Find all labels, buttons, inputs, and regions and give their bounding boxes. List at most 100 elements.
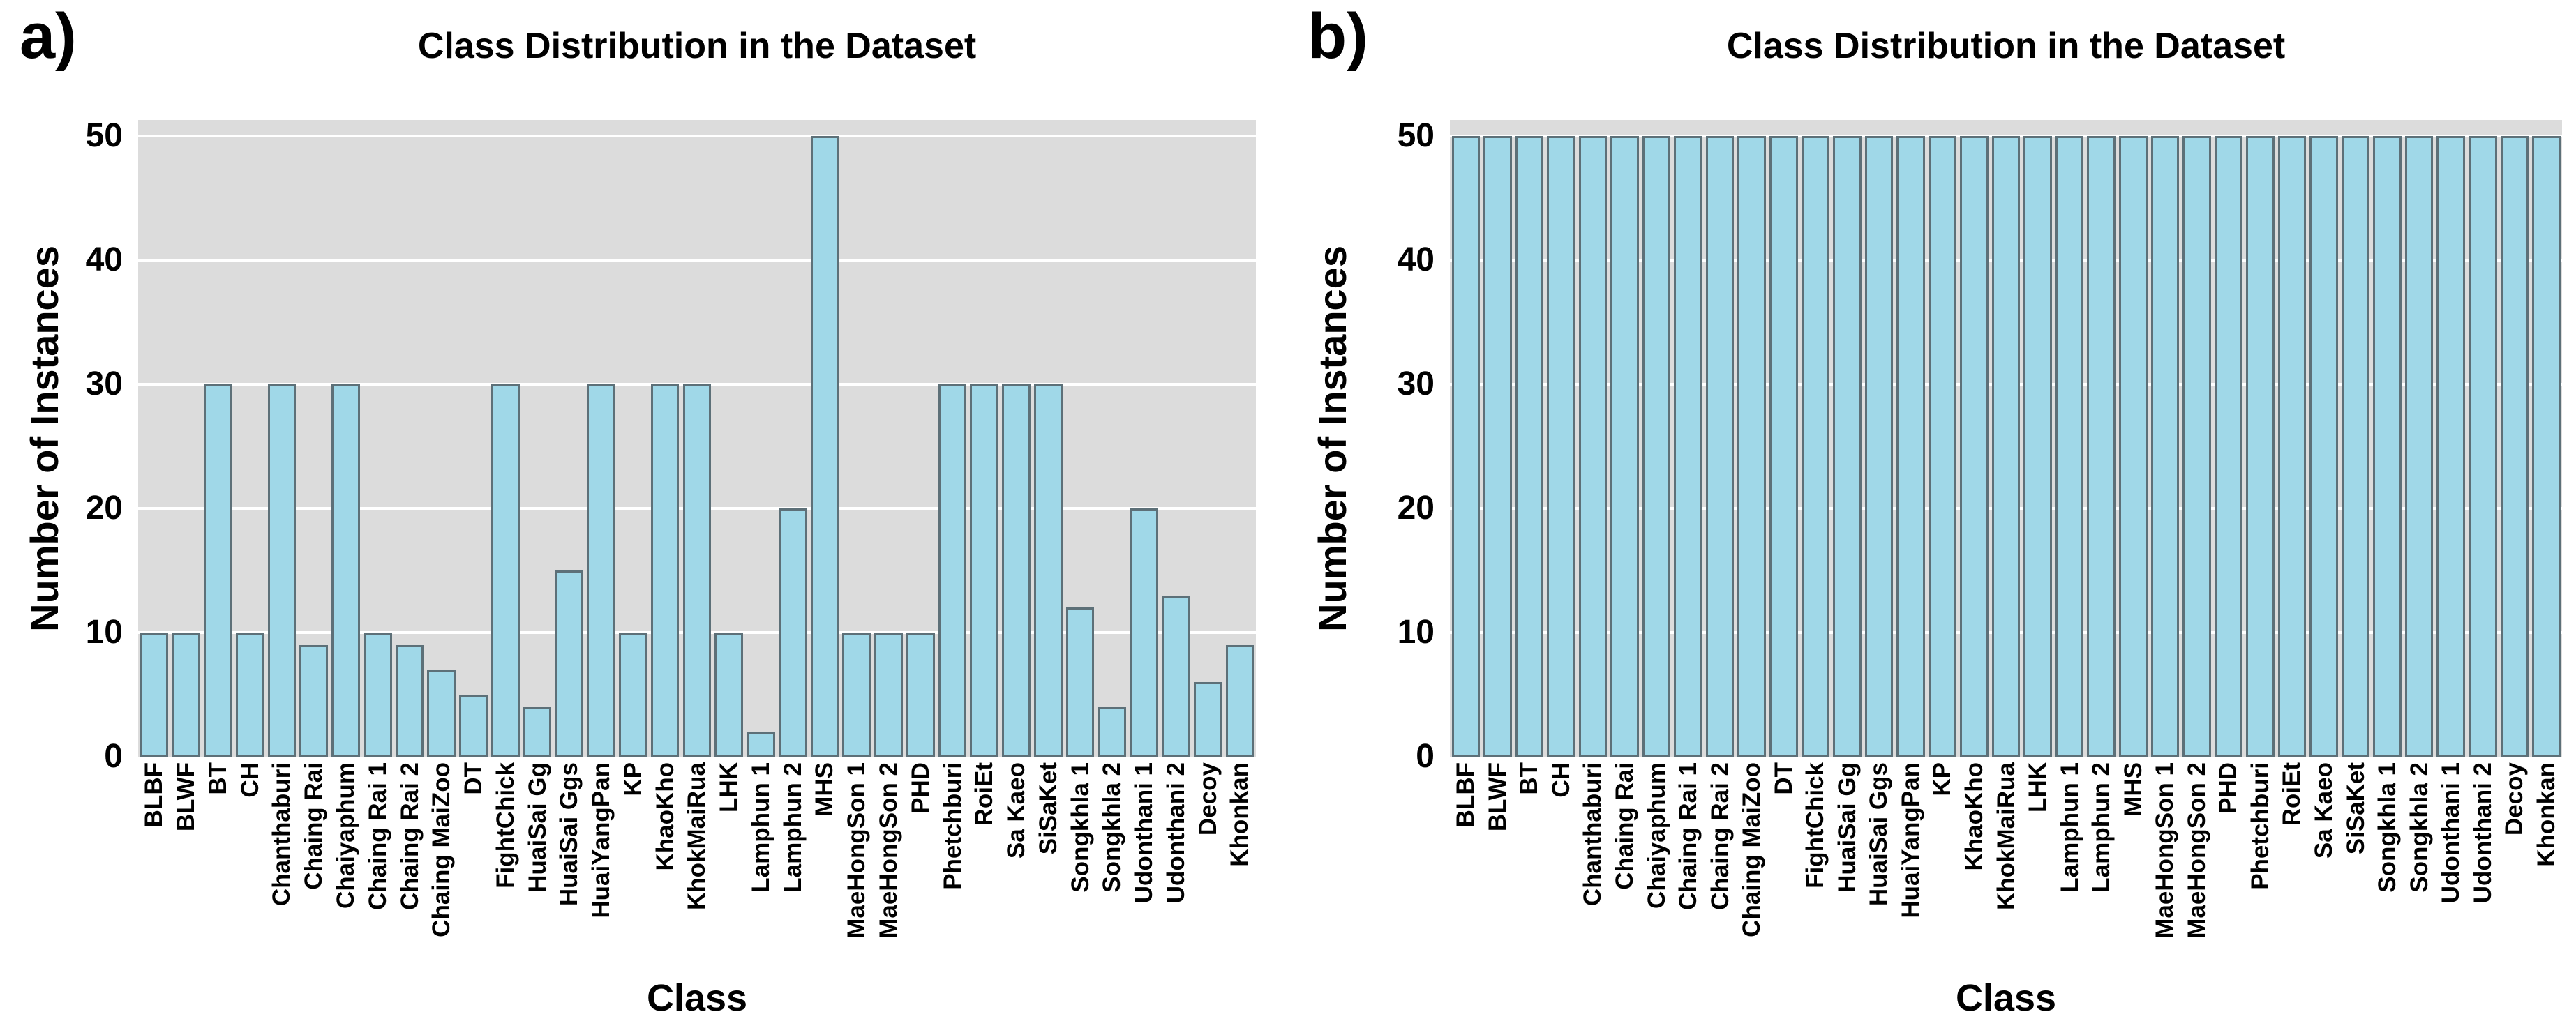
bar-slot [713, 120, 745, 757]
bar-PHD [906, 633, 935, 757]
x-tick-label: FightChick [1802, 762, 1829, 889]
bar-slot [138, 120, 170, 757]
bar-DT [1769, 136, 1798, 757]
bar-slot [936, 120, 968, 757]
bar-slot [1799, 120, 1832, 757]
x-tick: Decoy [1192, 762, 1224, 992]
x-tick-label: HuaiSai Gg [523, 762, 551, 893]
y-tick-label: 0 [1416, 738, 1435, 775]
x-tick-label: BT [1515, 762, 1543, 795]
x-tick: KP [617, 762, 649, 992]
x-tick-label: Chaing MaiZoo [1738, 762, 1766, 937]
bar-Khonkan [1225, 644, 1255, 757]
x-tick-label: DT [460, 762, 488, 795]
bar-HuaiSai Ggs [555, 570, 584, 757]
x-tick: HuaiYangPan [1895, 762, 1927, 992]
x-tick: CH [234, 762, 266, 992]
x-tick-label: MaeHongSon 2 [874, 762, 902, 939]
bar-slot [904, 120, 936, 757]
x-tick: DT [1767, 762, 1799, 992]
x-tick: FightChick [489, 762, 521, 992]
x-tick-label: Decoy [1194, 762, 1222, 836]
x-tick: Phetchburi [936, 762, 968, 992]
x-tick: Chaing MaiZoo [426, 762, 458, 992]
x-tick: Chaing Rai 2 [1704, 762, 1736, 992]
x-tick-label: Chaing Rai 1 [1675, 762, 1702, 910]
x-tick-label: KhokMaiRua [683, 762, 711, 910]
bar-FightChick [491, 384, 520, 757]
bar-slot [1990, 120, 2022, 757]
x-tick: Chaiyaphum [1640, 762, 1672, 992]
x-tick: Lamphun 1 [2053, 762, 2085, 992]
gridline [138, 135, 1256, 138]
x-tick: KhaoKho [649, 762, 681, 992]
x-tick-label: Udonthani 1 [1130, 762, 1158, 904]
bar-MHS [2118, 136, 2148, 757]
x-tick: MHS [2117, 762, 2149, 992]
bar-Songkhla 2 [2404, 136, 2434, 757]
x-tick: Lamphun 2 [777, 762, 809, 992]
x-tick-label: BLWF [172, 762, 200, 832]
bar-slot [2022, 120, 2054, 757]
x-tick: KhaoKho [1959, 762, 1991, 992]
x-tick: Udonthani 1 [1128, 762, 1160, 992]
bar-Chaing Rai 1 [363, 633, 392, 757]
bar-slot [1767, 120, 1799, 757]
bar-slot [2053, 120, 2085, 757]
bar-slot [1640, 120, 1672, 757]
bar-Udonthani 1 [2436, 136, 2465, 757]
bar-Phetchburi [938, 384, 967, 757]
bar-Sa Kaeo [1002, 384, 1031, 757]
x-tick-label: Lamphun 1 [2055, 762, 2083, 893]
bar-slot [298, 120, 330, 757]
bar-Lamphun 2 [778, 508, 807, 757]
bar-slot [1577, 120, 1609, 757]
x-tick: SiSaKet [2339, 762, 2372, 992]
bar-PHD [2214, 136, 2243, 757]
bar-slot [2181, 120, 2213, 757]
x-tick: Chaing Rai [1609, 762, 1641, 992]
x-tick-label: MaeHongSon 1 [843, 762, 871, 939]
x-tick-label: Chanthaburi [268, 762, 296, 907]
bar-slot [2308, 120, 2340, 757]
x-tick-label: HuaiSai Ggs [555, 762, 583, 907]
y-tick-label: 30 [85, 365, 123, 403]
x-tick: Lamphun 1 [745, 762, 777, 992]
x-tick-label: Decoy [2501, 762, 2529, 836]
bar-BLBF [140, 633, 169, 757]
bar-MaeHongSon 2 [874, 633, 903, 757]
bar-Chaing Rai 1 [1674, 136, 1702, 757]
x-tick-label: Udonthani 2 [1162, 762, 1190, 904]
bar-slot [426, 120, 458, 757]
x-tick: Chaing Rai 2 [394, 762, 426, 992]
x-axis-title: Class [646, 977, 748, 1019]
bar-slot [1672, 120, 1705, 757]
bar-slot [809, 120, 841, 757]
bar-slot [2276, 120, 2308, 757]
x-tick: Songkhla 2 [2403, 762, 2435, 992]
x-tick-label: LHK [715, 762, 743, 812]
bar-slot [1160, 120, 1192, 757]
x-tick: Chaing MaiZoo [1736, 762, 1768, 992]
bar-HuaiSai Ggs [1864, 136, 1894, 757]
bar-BLBF [1451, 136, 1481, 757]
panel-a: a) Class Distribution in the Dataset Num… [20, 1, 1256, 1019]
x-tick-label: FightChick [491, 762, 519, 889]
bar-slot [489, 120, 521, 757]
bar-slot [394, 120, 426, 757]
x-tick: Udonthani 2 [2467, 762, 2499, 992]
x-tick: DT [458, 762, 490, 992]
bar-Decoy [1193, 682, 1222, 757]
bar-slot [330, 120, 362, 757]
x-tick: Udonthani 2 [1160, 762, 1192, 992]
bar-slot [1192, 120, 1224, 757]
x-tick: PHD [2212, 762, 2245, 992]
x-tick-label: RoiEt [2278, 762, 2306, 826]
x-tick-label: RoiEt [971, 762, 998, 826]
x-tick-label: BT [204, 762, 232, 795]
bar-Chaing MaiZoo [1737, 136, 1766, 757]
x-tick-label: Chaing Rai [1611, 762, 1638, 890]
bar-BLWF [172, 633, 200, 757]
x-tick-label: Songkhla 2 [2405, 762, 2433, 893]
